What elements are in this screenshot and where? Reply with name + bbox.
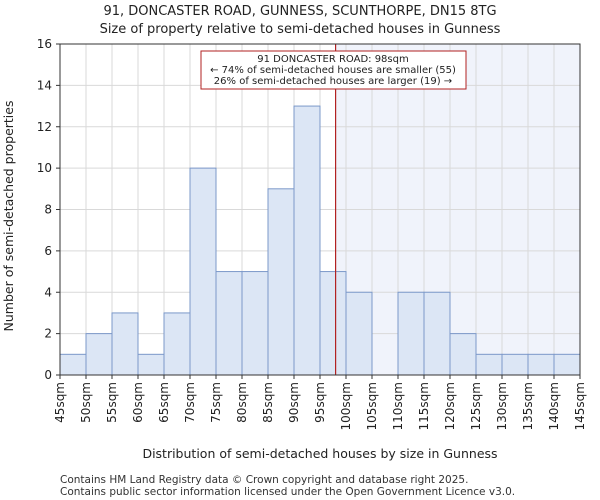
y-tick-label: 8: [44, 203, 52, 217]
x-tick-label: 105sqm: [365, 382, 379, 430]
y-tick-label: 14: [37, 78, 52, 92]
bar-100sqm: [345, 291, 373, 376]
y-tick-label: 0: [44, 368, 52, 382]
bar-90sqm: [293, 105, 321, 376]
bar-120sqm: [449, 333, 477, 376]
bar-95sqm: [319, 271, 347, 376]
annotation-box-border: [200, 50, 467, 90]
bar-135sqm: [527, 353, 555, 376]
bar-45sqm: [59, 353, 87, 376]
y-tick-label: 12: [37, 120, 52, 134]
x-tick-label: 115sqm: [417, 382, 431, 430]
y-tick-label: 2: [44, 327, 52, 341]
bar-80sqm: [241, 271, 269, 376]
annotation-line-2: ← 74% of semi-detached houses are smalle…: [210, 65, 456, 76]
y-tick-label: 6: [44, 244, 52, 258]
x-tick-label: 125sqm: [469, 382, 483, 430]
bar-125sqm: [475, 353, 503, 376]
x-tick-label: 95sqm: [313, 382, 327, 423]
y-tick-label: 4: [44, 285, 52, 299]
x-tick-label: 55sqm: [105, 382, 119, 423]
x-tick-label: 120sqm: [443, 382, 457, 430]
bar-140sqm: [553, 353, 581, 376]
bar-115sqm: [423, 291, 451, 376]
x-axis-label: Distribution of semi-detached houses by …: [142, 446, 497, 461]
x-tick-label: 130sqm: [495, 382, 509, 430]
annotation-box: 91 DONCASTER ROAD: 98sqm ← 74% of semi-d…: [200, 50, 467, 90]
y-axis-label: Number of semi-detached properties: [1, 101, 16, 332]
y-tick-label: 10: [37, 161, 52, 175]
bar-70sqm: [189, 167, 217, 376]
bar-60sqm: [137, 353, 165, 376]
x-tick-label: 100sqm: [339, 382, 353, 430]
x-tick-label: 135sqm: [521, 382, 535, 430]
bar-50sqm: [85, 333, 113, 376]
x-tick-label: 50sqm: [79, 382, 93, 423]
x-tick-label: 110sqm: [391, 382, 405, 430]
x-tick-label: 90sqm: [287, 382, 301, 423]
bar-85sqm: [267, 188, 295, 376]
x-tick-label: 65sqm: [157, 382, 171, 423]
footer-line-1: Contains HM Land Registry data © Crown c…: [60, 474, 468, 486]
x-tick-label: 45sqm: [53, 382, 67, 423]
chart-subtitle: Size of property relative to semi-detach…: [100, 22, 501, 37]
x-tick-label: 85sqm: [261, 382, 275, 423]
x-tick-label: 75sqm: [209, 382, 223, 423]
bar-65sqm: [163, 312, 191, 376]
x-tick-label: 70sqm: [183, 382, 197, 423]
x-tick-label: 60sqm: [131, 382, 145, 423]
x-tick-label: 140sqm: [547, 382, 561, 430]
annotation-line-1: 91 DONCASTER ROAD: 98sqm: [257, 54, 408, 65]
bar-75sqm: [215, 271, 243, 376]
x-tick-label: 80sqm: [235, 382, 249, 423]
y-tick-label: 16: [37, 37, 52, 51]
bar-55sqm: [111, 312, 139, 376]
annotation-line-3: 26% of semi-detached houses are larger (…: [214, 76, 452, 87]
bar-130sqm: [501, 353, 529, 376]
chart-title: 91, DONCASTER ROAD, GUNNESS, SCUNTHORPE,…: [103, 4, 496, 19]
footer-line-2: Contains public sector information licen…: [60, 486, 515, 498]
x-tick-label: 145sqm: [573, 382, 587, 430]
bar-110sqm: [397, 291, 425, 376]
